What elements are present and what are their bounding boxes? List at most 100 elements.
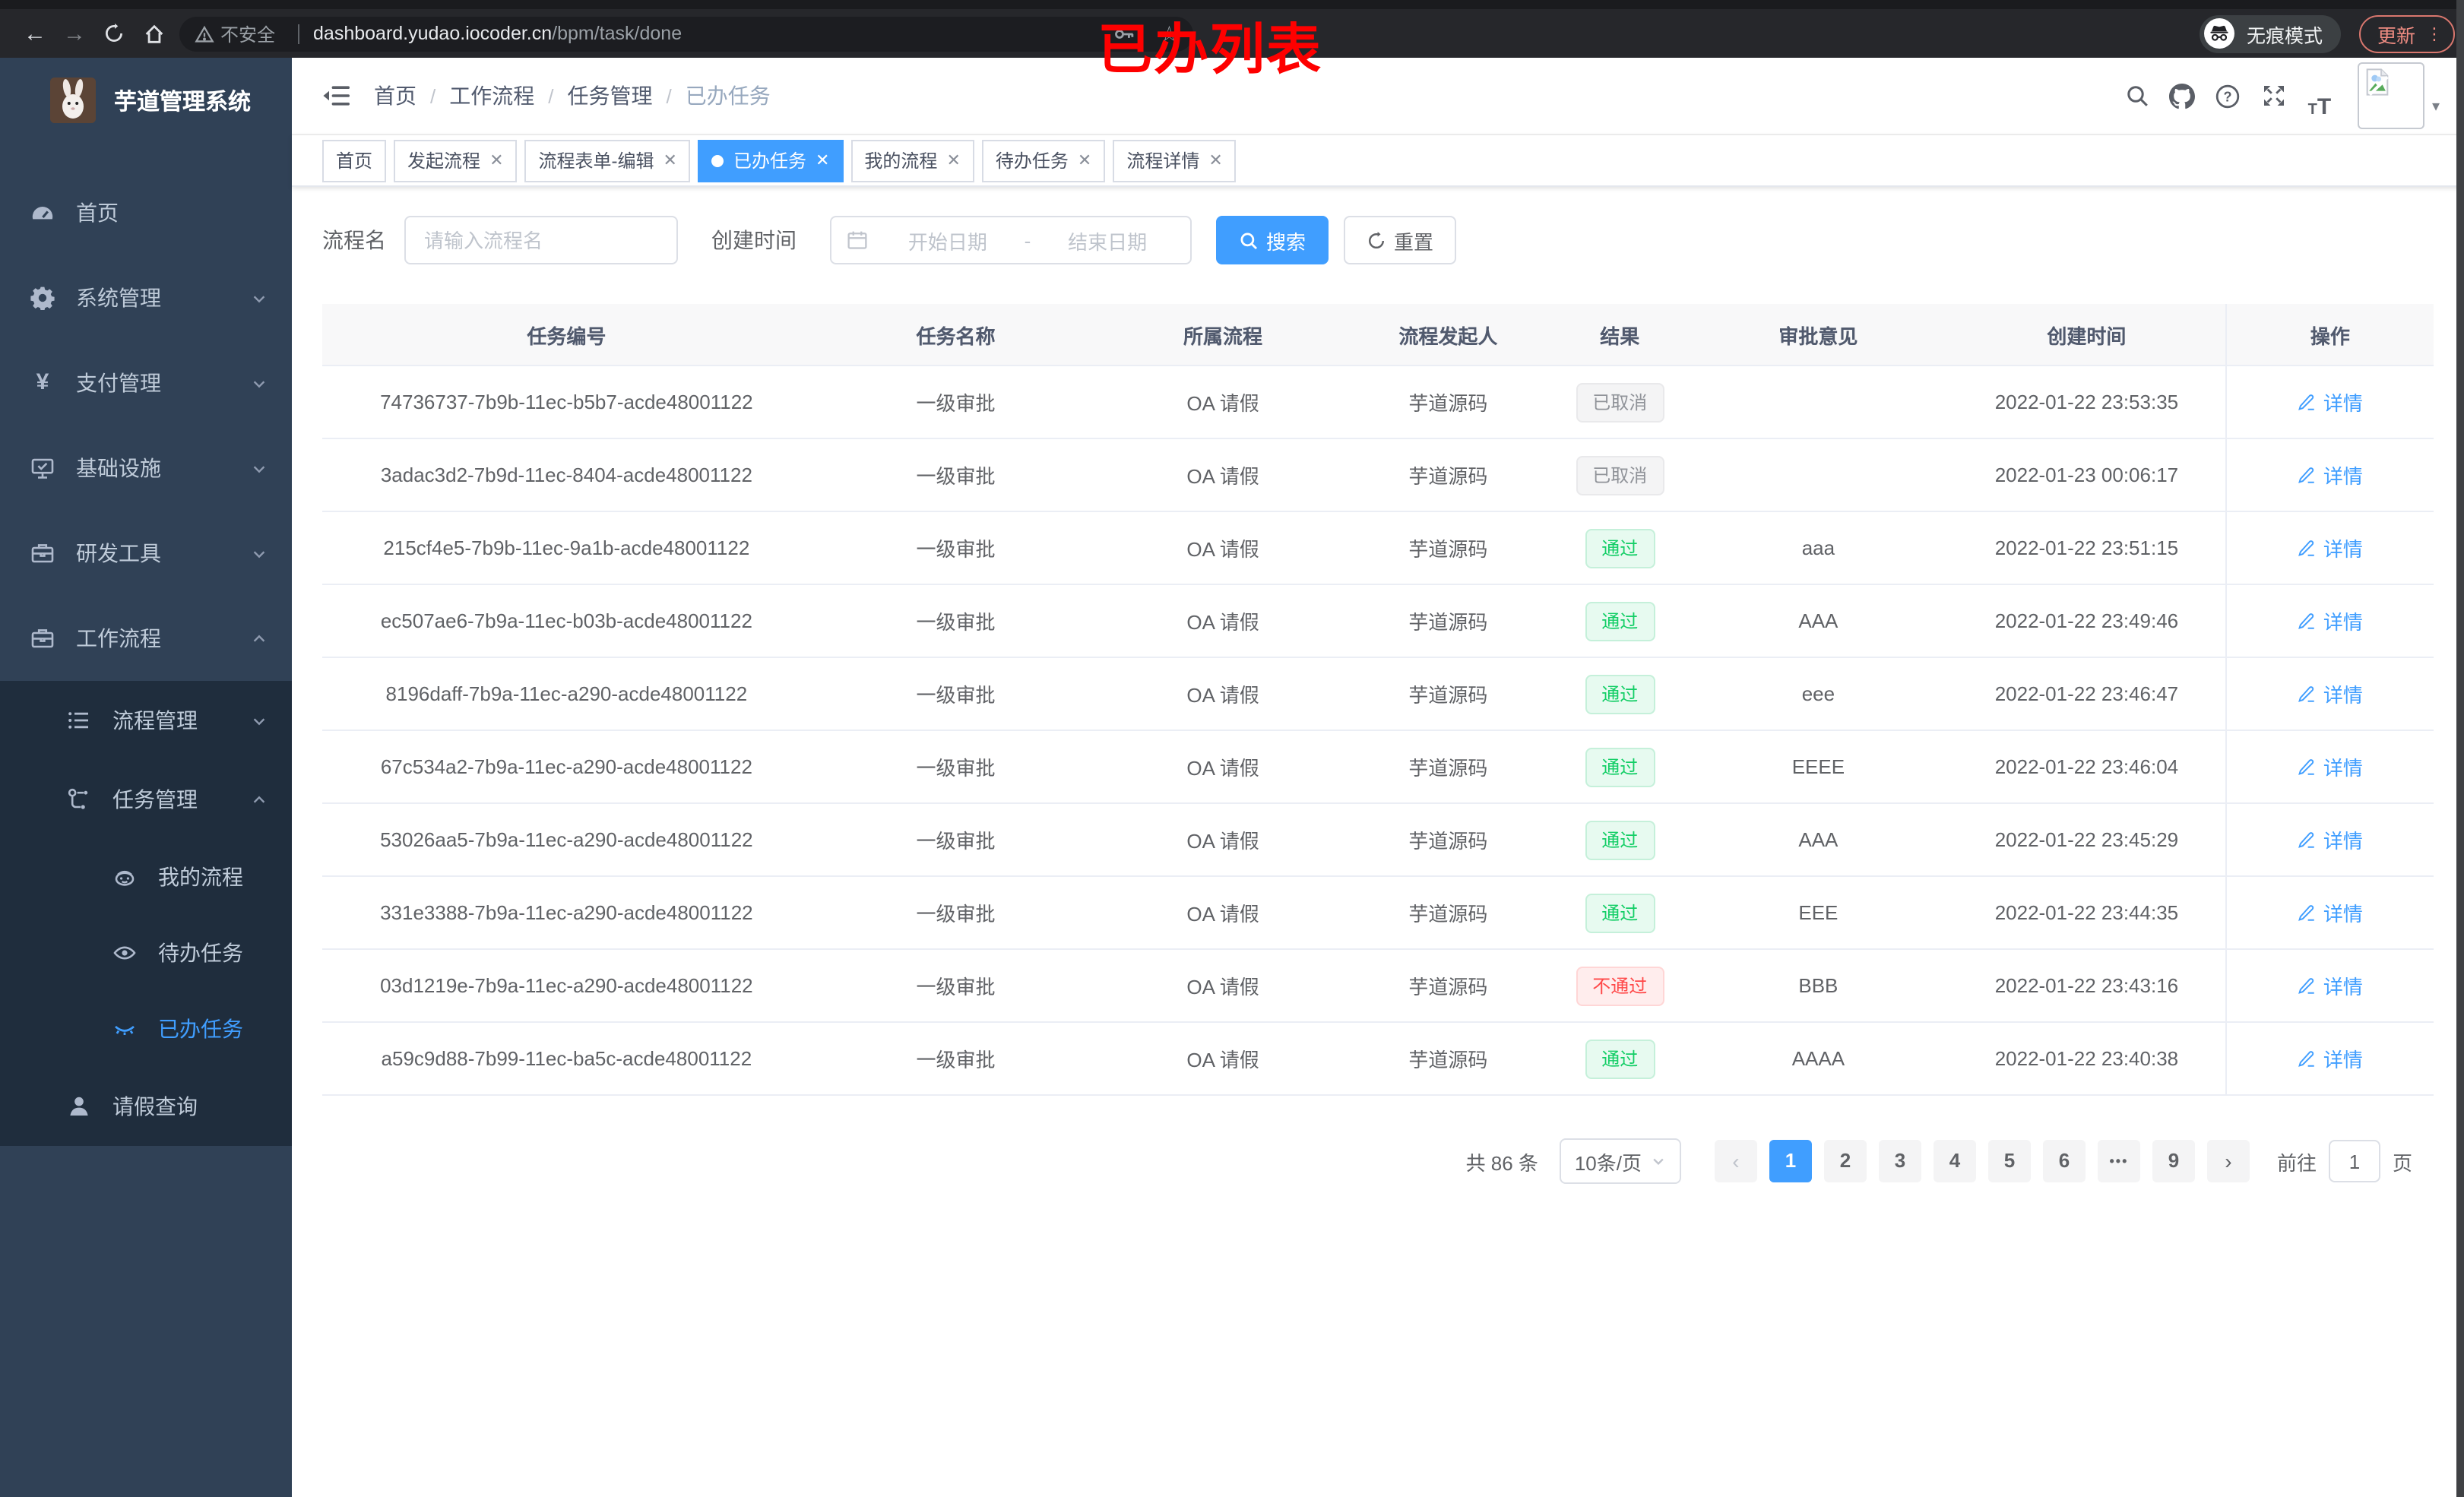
detail-link[interactable]: 详情 xyxy=(2298,825,2363,854)
cell-task-id: 03d1219e-7b9a-11ec-a290-acde48001122 xyxy=(322,949,811,1023)
browser-tab-strip xyxy=(0,0,2464,9)
bookmark-star-icon[interactable]: ☆ xyxy=(1159,21,1179,45)
reload-button[interactable] xyxy=(94,14,134,53)
date-range-picker[interactable]: 开始日期 - 结束日期 xyxy=(830,216,1192,264)
breadcrumb-home[interactable]: 首页 xyxy=(374,84,416,108)
detail-link[interactable]: 详情 xyxy=(2298,388,2363,416)
close-icon[interactable]: ✕ xyxy=(1208,152,1223,170)
page-button-9[interactable]: 9 xyxy=(2152,1140,2195,1182)
back-button[interactable]: ← xyxy=(24,21,46,46)
tag-tab-home[interactable]: 首页 xyxy=(322,139,387,182)
tags-view-bar: 首页 发起流程 ✕ 流程表单-编辑 ✕ 已办任务 ✕ 我的流程 ✕ 待办任务 ✕ xyxy=(292,135,2464,187)
breadcrumb-task-mgmt[interactable]: 任务管理 xyxy=(567,84,653,108)
sidebar-item-leave-query[interactable]: 请假查询 xyxy=(0,1067,292,1146)
update-button[interactable]: 更新 ⋮ xyxy=(2358,14,2455,52)
cell-task-name: 一级审批 xyxy=(810,366,1101,439)
workflow-submenu: 流程管理 任务管理 我的流程 待办任务 xyxy=(0,681,292,1146)
close-icon[interactable]: ✕ xyxy=(489,152,504,170)
url-bar[interactable]: 不安全 dashboard.yudao.iocoder.cn/bpm/task/… xyxy=(179,16,1194,51)
reset-button[interactable]: 重置 xyxy=(1344,216,1457,264)
process-name-input[interactable] xyxy=(404,216,678,264)
page-button-1[interactable]: 1 xyxy=(1769,1140,1812,1182)
cell-comment: AAAA xyxy=(1688,1022,1949,1096)
tag-tab-label: 待办任务 xyxy=(995,150,1069,172)
broken-image-icon xyxy=(2366,68,2389,97)
table-row-6: 53026aa5-7b9a-11ec-a290-acde48001122 一级审… xyxy=(322,803,2434,877)
sidebar-item-done-tasks[interactable]: 已办任务 xyxy=(0,991,292,1067)
breadcrumb-workflow[interactable]: 工作流程 xyxy=(449,84,535,108)
sidebar-item-process-mgmt[interactable]: 流程管理 xyxy=(0,681,292,760)
avatar[interactable] xyxy=(2357,62,2424,129)
col-process: 所属流程 xyxy=(1101,304,1345,366)
detail-link[interactable]: 详情 xyxy=(2298,898,2363,927)
sidebar-item-payment[interactable]: ¥ 支付管理 xyxy=(0,340,292,426)
yen-icon: ¥ xyxy=(36,369,49,395)
table-row-2: 215cf4e5-7b9b-11ec-9a1b-acde48001122 一级审… xyxy=(322,511,2434,585)
user-icon xyxy=(70,1097,88,1116)
detail-link[interactable]: 详情 xyxy=(2298,679,2363,708)
sidebar-item-task-mgmt[interactable]: 任务管理 xyxy=(0,760,292,839)
close-icon[interactable]: ✕ xyxy=(946,152,961,170)
sidebar-item-workflow[interactable]: 工作流程 xyxy=(0,596,292,681)
key-icon[interactable] xyxy=(1113,22,1135,45)
sidebar-item-devtools[interactable]: 研发工具 xyxy=(0,511,292,596)
table-row-5: 67c534a2-7b9a-11ec-a290-acde48001122 一级审… xyxy=(322,730,2434,804)
close-icon[interactable]: ✕ xyxy=(1077,152,1092,170)
home-button[interactable] xyxy=(134,14,173,53)
prev-page-button[interactable]: ‹ xyxy=(1714,1140,1757,1182)
edit-pen-icon xyxy=(2298,686,2315,702)
detail-link[interactable]: 详情 xyxy=(2298,971,2363,1000)
page-button-5[interactable]: 5 xyxy=(1987,1140,2031,1182)
tag-tab-start-process[interactable]: 发起流程 ✕ xyxy=(394,139,518,182)
detail-link[interactable]: 详情 xyxy=(2298,752,2363,781)
detail-link[interactable]: 详情 xyxy=(2298,460,2363,489)
cell-create-time: 2022-01-22 23:40:38 xyxy=(1948,1022,2226,1096)
cell-task-name: 一级审批 xyxy=(810,949,1101,1023)
window-scrollbar[interactable] xyxy=(2456,0,2464,1497)
caret-down-icon[interactable]: ▾ xyxy=(2431,98,2440,115)
sidebar-item-my-process[interactable]: 我的流程 xyxy=(0,839,292,915)
page-button-2[interactable]: 2 xyxy=(1823,1140,1867,1182)
sidebar-item-todo-tasks[interactable]: 待办任务 xyxy=(0,915,292,991)
cell-comment xyxy=(1688,366,1949,439)
goto-page-input[interactable] xyxy=(2328,1140,2380,1182)
sidebar-item-home[interactable]: 首页 xyxy=(0,170,292,255)
sidebar-item-label: 支付管理 xyxy=(76,371,161,395)
sidebar-item-label: 工作流程 xyxy=(76,626,161,650)
close-icon[interactable]: ✕ xyxy=(815,152,830,170)
tag-tab-todo-tasks[interactable]: 待办任务 ✕ xyxy=(981,139,1106,182)
tag-tab-form-edit[interactable]: 流程表单-编辑 ✕ xyxy=(524,139,691,182)
sidebar-collapse-button[interactable] xyxy=(322,84,350,108)
close-icon[interactable]: ✕ xyxy=(663,152,677,170)
search-button[interactable] xyxy=(2114,73,2160,119)
help-button[interactable]: ? xyxy=(2206,73,2251,119)
sidebar-item-system[interactable]: 系统管理 xyxy=(0,255,292,340)
detail-link[interactable]: 详情 xyxy=(2298,1044,2363,1073)
sidebar: 芋道管理系统 首页 系统管理 ¥ 支付管理 xyxy=(0,58,292,1497)
start-date-placeholder[interactable]: 开始日期 xyxy=(907,230,987,253)
page-button-3[interactable]: 3 xyxy=(1878,1140,1921,1182)
chrome-menu-icon[interactable]: ⋮ xyxy=(2426,25,2443,43)
sidebar-item-label: 基础设施 xyxy=(76,456,161,480)
edit-pen-icon xyxy=(2298,540,2315,556)
tag-tab-done-tasks[interactable]: 已办任务 ✕ xyxy=(698,139,844,182)
page-button-6[interactable]: 6 xyxy=(2042,1140,2086,1182)
forward-button[interactable]: → xyxy=(63,21,86,46)
cell-process: OA 请假 xyxy=(1101,584,1345,658)
next-page-button[interactable]: › xyxy=(2206,1140,2250,1182)
page-ellipsis[interactable]: ••• xyxy=(2097,1140,2140,1182)
detail-link[interactable]: 详情 xyxy=(2298,533,2363,562)
page-button-4[interactable]: 4 xyxy=(1933,1140,1976,1182)
github-button[interactable] xyxy=(2160,73,2206,119)
search-button[interactable]: 搜索 xyxy=(1216,216,1329,264)
edit-pen-icon xyxy=(2298,1051,2315,1067)
tag-tab-process-detail[interactable]: 流程详情 ✕ xyxy=(1113,139,1237,182)
sidebar-item-infra[interactable]: 基础设施 xyxy=(0,426,292,511)
end-date-placeholder[interactable]: 结束日期 xyxy=(1068,230,1148,253)
detail-link[interactable]: 详情 xyxy=(2298,606,2363,635)
chevron-down-icon xyxy=(253,717,265,725)
tag-tab-my-process[interactable]: 我的流程 ✕ xyxy=(850,139,974,182)
fullscreen-button[interactable] xyxy=(2251,73,2297,119)
page-size-select[interactable]: 10条/页 xyxy=(1559,1138,1681,1184)
